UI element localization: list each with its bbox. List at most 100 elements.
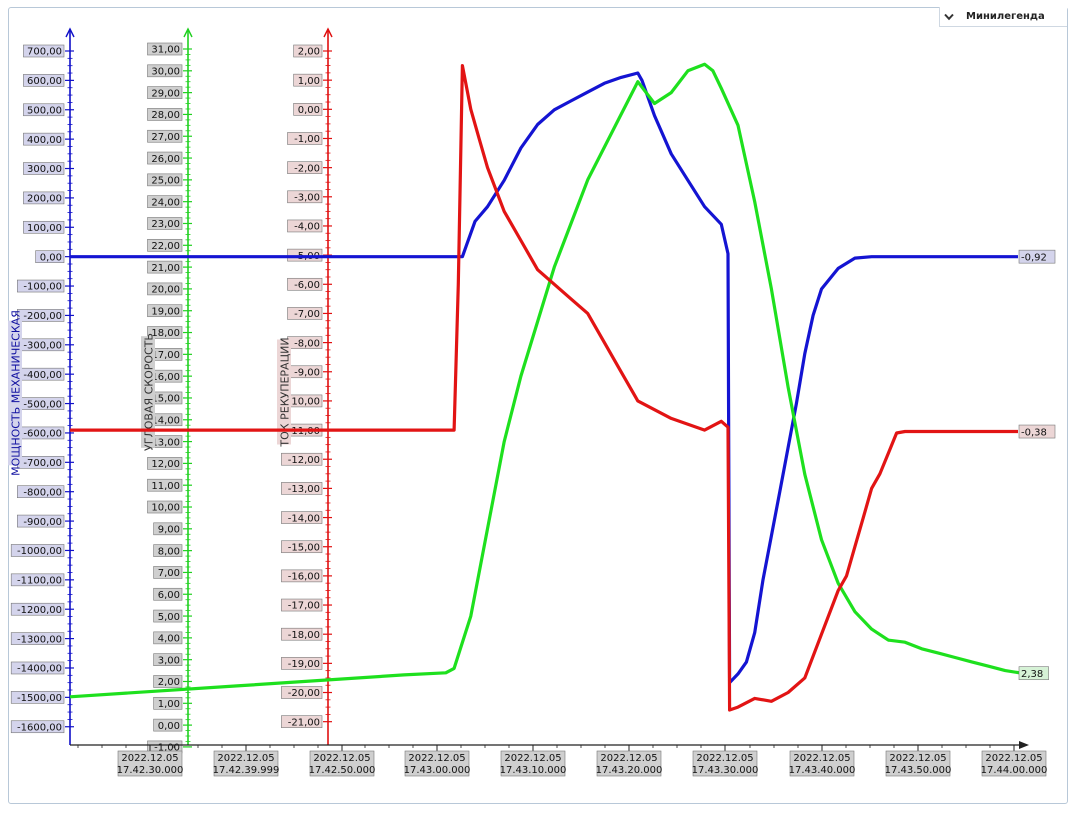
series-end-label-1: 2,38 [1021,669,1043,680]
y-tick-label-bg [153,587,183,601]
y-tick-label-bg [147,282,183,296]
y-tick-label-bg [153,609,183,623]
y-tick-label-bg [153,631,183,645]
y-tick-label-bg [293,73,323,87]
y-tick-label: 9,00 [158,525,180,536]
y-axis-arrow-1 [183,27,193,38]
y-tick-label-bg [10,720,65,734]
y-tick-label: 500,00 [27,105,62,116]
y-tick-label: 8,00 [158,546,180,557]
y-tick-label-bg [16,309,65,322]
y-tick-label: 15,00 [151,394,180,405]
y-tick-label-bg [281,657,323,670]
y-tick-label: 22,00 [151,241,180,252]
y-tick-label: 12,00 [151,459,180,470]
y-tick-label: 300,00 [27,164,62,175]
x-tick-label-time: 17.43.00.000 [404,765,471,776]
x-tick-label-bg [692,750,758,777]
y-tick-label: 0,00 [40,252,62,263]
y-tick-label: -1100,00 [17,576,62,587]
y-tick-label: 700,00 [27,47,62,58]
x-tick-label-date: 2022.12.05 [889,753,946,764]
y-axis-title-bg [277,339,291,445]
y-tick-label-bg [293,103,323,116]
y-tick-label: -700,00 [23,458,62,469]
y-tick-label: -300,00 [23,341,62,352]
series-line-2 [70,63,1018,712]
x-tick-label-bg [981,750,1047,777]
y-tick-label: -9,00 [294,367,320,378]
series-end-label-bg-2 [1018,424,1056,439]
y-tick-label: 6,00 [158,590,180,601]
x-tick-label-date: 2022.12.05 [696,753,753,764]
y-tick-label-bg [147,108,183,121]
x-tick-label-time: 17.42.30.000 [117,765,184,776]
y-tick-label-bg [23,191,65,205]
x-tick-label-bg [885,750,951,777]
y-tick-label: 3,00 [158,655,180,666]
x-tick-label-time: 17.44.00.000 [981,765,1048,776]
y-tick-label: 2,00 [298,47,320,58]
x-tick-label-date: 2022.12.05 [217,753,274,764]
y-tick-label: 30,00 [151,67,180,78]
x-tick-label-bg [596,750,662,777]
y-tick-label: 5,00 [158,612,180,623]
y-tick-label-bg [147,478,183,492]
y-tick-label: 20,00 [151,285,180,296]
y-tick-label-bg [147,238,183,252]
y-tick-label: 100,00 [27,223,62,234]
y-axis-title-bg [8,320,22,466]
y-tick-label-bg [281,569,323,583]
y-tick-label-bg [23,220,65,234]
y-axis-title: УГЛОВАЯ СКОРОСТЬ [143,333,156,451]
x-tick-label-bg [500,750,566,777]
y-tick-label-bg [287,161,323,174]
y-tick-label-bg [281,715,323,728]
y-tick-label-bg [287,190,323,204]
y-tick-label: 600,00 [27,76,62,87]
y-tick-label: 11,00 [151,481,180,492]
y-tick-label-bg [147,64,183,78]
y-tick-label-bg [147,173,183,187]
y-tick-label: 17,00 [151,350,180,361]
y-tick-label: -10,00 [288,397,320,408]
y-tick-label: -7,00 [294,309,320,320]
chevron-down-icon[interactable] [940,7,958,26]
y-tick-label: -500,00 [23,399,62,410]
x-tick-label-time: 17.43.10.000 [500,765,567,776]
y-tick-label-bg [281,627,323,641]
y-tick-label-bg [153,544,183,557]
chart-panel [8,7,1068,804]
y-tick-label: 13,00 [151,437,180,448]
y-tick-label: 24,00 [151,197,180,208]
y-tick-label-bg [35,250,65,263]
x-tick-label-date: 2022.12.05 [504,753,561,764]
x-tick-label-bg [117,750,183,777]
y-tick-label-bg [23,162,65,175]
minilegend-toggle[interactable]: Минилегенда [939,7,1067,27]
y-tick-label: -20,00 [288,688,320,699]
y-tick-label: -3,00 [294,193,320,204]
x-tick-label-date: 2022.12.05 [408,753,465,764]
x-tick-label-bg [404,750,470,777]
y-tick-label: 16,00 [151,372,180,383]
y-tick-label: -15,00 [288,542,320,553]
y-tick-label: 10,00 [151,503,180,514]
x-tick-label-time: 17.43.40.000 [789,765,856,776]
y-tick-label-bg [147,260,183,274]
y-tick-label: 200,00 [27,194,62,205]
y-tick-label-bg [281,511,323,524]
y-tick-label-bg [153,675,183,688]
x-tick-label-date: 2022.12.05 [313,753,370,764]
x-tick-label-bg [309,750,375,777]
y-tick-label-bg [147,457,183,470]
y-tick-label: -12,00 [288,455,320,466]
series-end-label-2: -0,38 [1021,427,1047,438]
y-tick-label: -1,00 [294,134,320,145]
y-tick-label-bg [281,598,323,612]
y-tick-label: -1200,00 [17,605,62,616]
series-end-label-bg-1 [1018,666,1049,681]
x-axis-arrow [1019,741,1029,749]
y-tick-label: -2,00 [294,163,320,174]
